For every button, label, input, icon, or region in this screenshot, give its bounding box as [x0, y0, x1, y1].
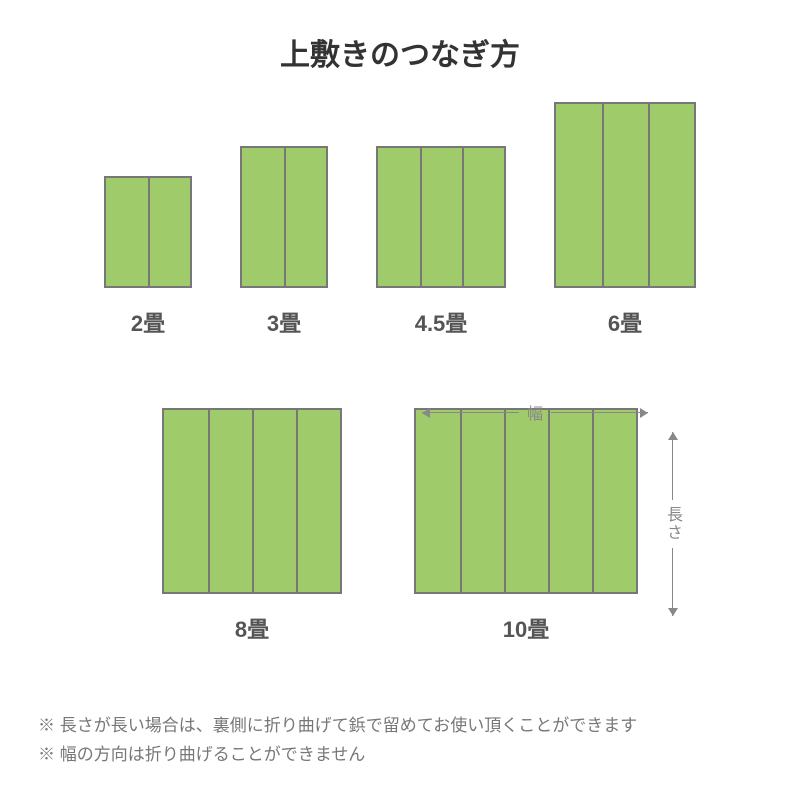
mat-panel	[252, 410, 296, 592]
mat-diagram	[240, 146, 328, 288]
mat-panel	[460, 410, 504, 592]
mat-panel	[106, 178, 148, 286]
mat-panel	[602, 104, 648, 286]
mat-diagram	[162, 408, 342, 594]
mat-label: 6畳	[608, 306, 642, 338]
width-dimension: 幅	[422, 400, 648, 424]
width-dimension-label: 幅	[519, 400, 551, 424]
footnotes: ※ 長さが長い場合は、裏側に折り曲げて鋲で留めてお使い頂くことができます ※ 幅…	[38, 712, 637, 770]
mat-label: 4.5畳	[415, 306, 468, 338]
mat-panel	[462, 148, 504, 286]
height-dimension-label: 長さ	[660, 500, 684, 548]
mat-panel	[148, 178, 190, 286]
mat-panel	[242, 148, 284, 286]
mat-panel	[296, 410, 340, 592]
mat-panel	[420, 148, 462, 286]
mat-diagram	[554, 102, 696, 288]
mat-label: 2畳	[131, 306, 165, 338]
mat-panel	[592, 410, 636, 592]
mat-panel	[504, 410, 548, 592]
mat-item: 10畳	[414, 408, 638, 644]
mat-item: 2畳	[104, 176, 192, 338]
height-dimension: 長さ	[660, 432, 684, 616]
mat-row-1: 2畳 3畳 4.5畳 6畳	[0, 102, 800, 338]
mat-panel	[378, 148, 420, 286]
mat-item: 8畳	[162, 408, 342, 644]
mat-item: 3畳	[240, 146, 328, 338]
mat-item: 4.5畳	[376, 146, 506, 338]
mat-diagram	[104, 176, 192, 288]
mat-panel	[556, 104, 602, 286]
mat-panel	[548, 410, 592, 592]
footnote-line: ※ 長さが長い場合は、裏側に折り曲げて鋲で留めてお使い頂くことができます	[38, 712, 637, 741]
mat-diagram	[414, 408, 638, 594]
page-title: 上敷きのつなぎ方	[0, 0, 800, 74]
mat-panel	[284, 148, 326, 286]
mat-item: 6畳	[554, 102, 696, 338]
mat-panel	[208, 410, 252, 592]
mat-panel	[164, 410, 208, 592]
mat-panel	[648, 104, 694, 286]
footnote-line: ※ 幅の方向は折り曲げることができません	[38, 741, 637, 770]
mat-label: 8畳	[235, 612, 269, 644]
mat-label: 3畳	[267, 306, 301, 338]
mat-label: 10畳	[503, 612, 549, 644]
mat-diagram	[376, 146, 506, 288]
mat-panel	[416, 410, 460, 592]
